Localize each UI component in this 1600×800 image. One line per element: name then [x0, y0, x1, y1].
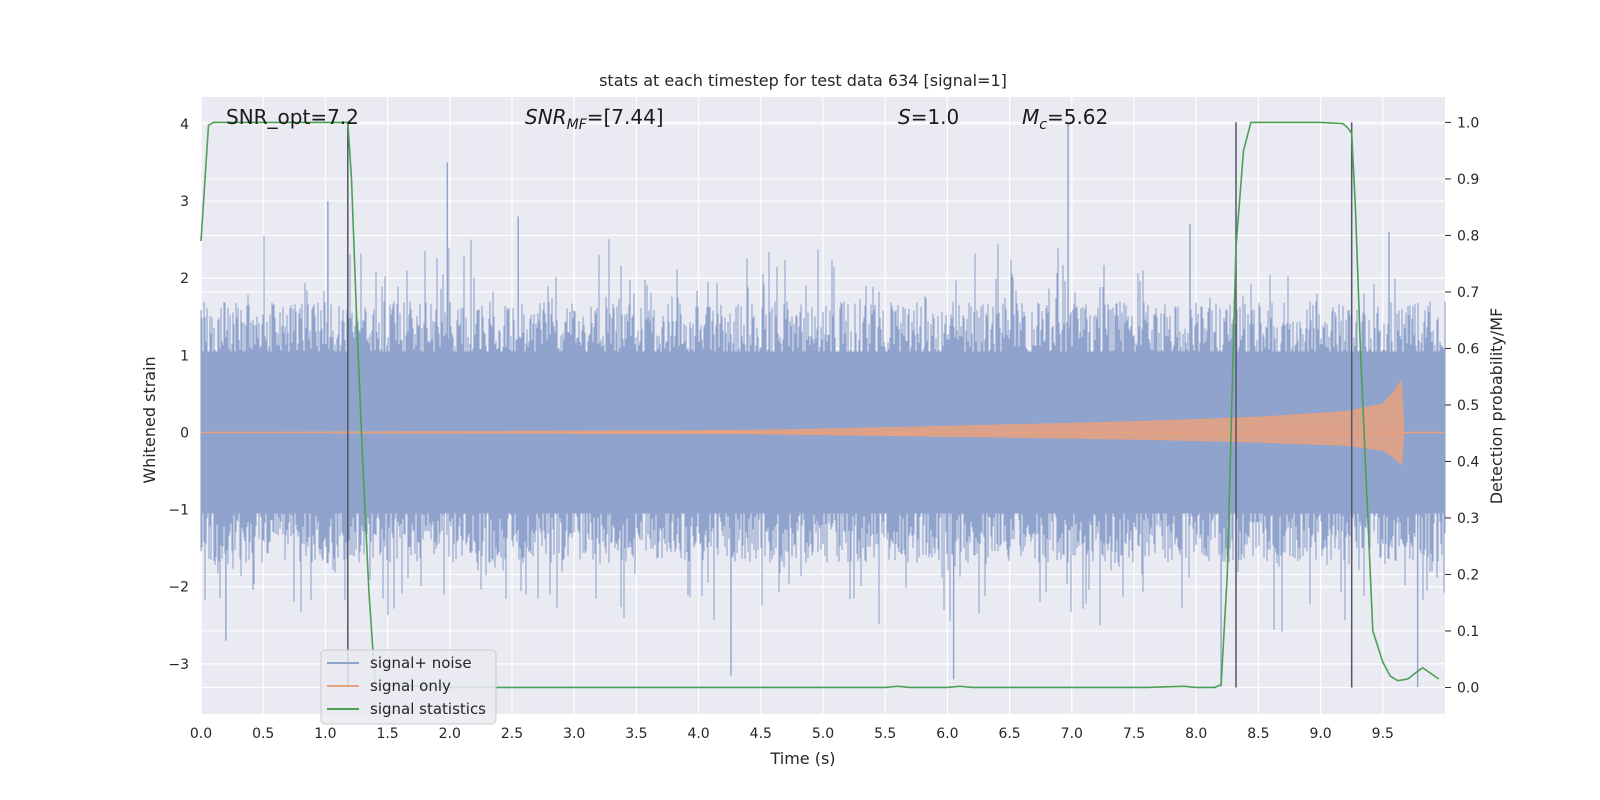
y-left-tick-label: 2 [180, 271, 189, 287]
y-axis-label-right: Detection probability/MF [1487, 308, 1506, 505]
annotation-mc: Mc=5.62 [1022, 105, 1108, 133]
y-right-tick-label: 0.2 [1457, 567, 1479, 583]
y-left-tick-label: 4 [180, 117, 189, 133]
x-tick-label: 8.0 [1185, 726, 1207, 742]
annotation-snr-opt: SNR_opt=7.2 [226, 105, 359, 129]
y-right-tick-label: 0.1 [1457, 624, 1479, 640]
legend-entry-signal-only: signal only [327, 677, 451, 695]
y-left-tick-labels: 4 3 2 1 0 −1 −2 −3 [168, 117, 189, 673]
x-tick-label: 2.5 [501, 726, 523, 742]
y-left-tick-label: 3 [180, 194, 189, 210]
x-tick-label: 0.0 [190, 726, 212, 742]
legend-entry-signal-statistics: signal statistics [327, 700, 486, 718]
y-left-tick-label: −3 [168, 657, 189, 673]
x-tick-label: 5.5 [874, 726, 896, 742]
x-tick-label: 3.0 [563, 726, 585, 742]
x-tick-label: 0.5 [252, 726, 274, 742]
series-signal-statistics [200, 121, 1440, 689]
y-left-tick-label: −2 [168, 580, 189, 596]
x-tick-label: 9.0 [1309, 726, 1331, 742]
y-axis-label-left: Whitened strain [140, 356, 159, 483]
series-signal-only [200, 378, 1445, 466]
x-axis-label: Time (s) [769, 749, 835, 768]
y-right-tick-label: 1.0 [1457, 115, 1479, 131]
x-tick-label: 1.0 [314, 726, 336, 742]
annotations: SNR_opt=7.2 SNRMF=[7.44] S=1.0 Mc=5.62 [226, 105, 1108, 133]
y-right-tick-label: 0.5 [1457, 398, 1479, 414]
x-tick-label: 3.5 [625, 726, 647, 742]
legend-label-signal-only: signal only [370, 677, 451, 695]
legend-label-signal-statistics: signal statistics [370, 700, 486, 718]
vertical-markers [347, 122, 1353, 688]
x-tick-label: 4.0 [687, 726, 709, 742]
y-left-tick-label: −1 [168, 503, 189, 519]
x-tick-labels: 0.0 0.5 1.0 1.5 2.0 2.5 3.0 3.5 4.0 4.5 5.0 5.5 6.0 6… [190, 726, 1394, 742]
annotation-s: S=1.0 [898, 105, 959, 129]
y-right-tick-label: 0.6 [1457, 341, 1479, 357]
y-right-tick-label: 0.7 [1457, 285, 1479, 301]
x-tick-label: 2.0 [439, 726, 461, 742]
x-tick-label: 6.0 [936, 726, 958, 742]
y-left-tick-label: 0 [180, 425, 189, 441]
y-right-tick-label: 0.3 [1457, 511, 1479, 527]
y-right-tick-label: 0.4 [1457, 454, 1479, 470]
legend-entry-signal-noise: signal+ noise [327, 654, 472, 672]
y-right-tick-label: 0.8 [1457, 228, 1479, 244]
x-tick-label: 6.5 [998, 726, 1020, 742]
y-right-tick-label: 0.0 [1457, 680, 1479, 696]
x-tick-label: 8.5 [1247, 726, 1269, 742]
x-tick-label: 1.5 [376, 726, 398, 742]
legend-label-signal-noise: signal+ noise [370, 654, 472, 672]
annotation-snr-mf: SNRMF=[7.44] [525, 105, 664, 133]
x-tick-label: 5.0 [812, 726, 834, 742]
legend-box [320, 649, 497, 725]
y-left-tick-label: 1 [180, 348, 189, 364]
chart-title: stats at each timestep for test data 634… [599, 71, 1007, 90]
x-tick-label: 7.0 [1061, 726, 1083, 742]
x-tick-label: 4.5 [750, 726, 772, 742]
x-tick-label: 7.5 [1123, 726, 1145, 742]
y-right-tick-labels: 1.0 0.9 0.8 0.7 0.6 0.5 0.4 0.3 0.2 0.1 0.0 [1445, 115, 1479, 696]
legend: signal+ noise signal only signal statist… [320, 649, 497, 725]
x-tick-label: 9.5 [1372, 726, 1394, 742]
y-right-tick-label: 0.9 [1457, 172, 1479, 188]
